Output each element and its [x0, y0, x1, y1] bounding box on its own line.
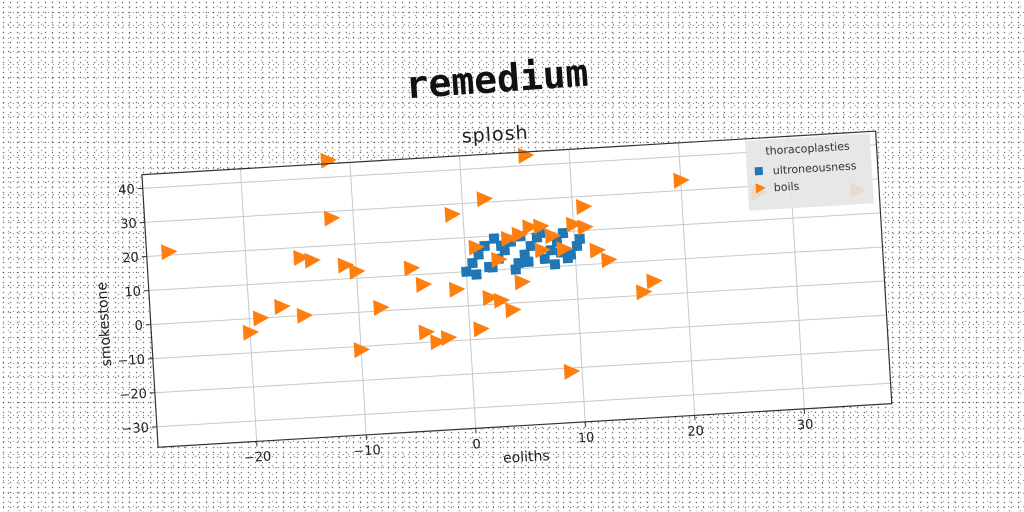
page-title: remedium	[404, 51, 590, 108]
x-grid-line	[458, 155, 477, 429]
data-point-boils	[403, 260, 421, 277]
data-point-boils	[274, 299, 291, 315]
y-axis-label: smokestone	[94, 282, 115, 367]
data-point-ultroneousness	[549, 259, 561, 270]
data-point-boils	[601, 252, 618, 269]
data-point-boils	[468, 239, 485, 256]
legend-label-boils: boils	[773, 180, 800, 195]
data-point-boils	[577, 219, 594, 236]
data-point-boils	[418, 324, 435, 341]
data-point-boils	[348, 263, 366, 280]
data-point-boils	[430, 334, 447, 351]
data-point-ultroneousness	[523, 256, 534, 268]
data-point-boils	[296, 307, 314, 324]
y-tick-label: 10	[124, 285, 141, 301]
data-point-boils	[533, 218, 550, 235]
x-tick-label: 10	[577, 430, 594, 446]
legend: thoracoplasties ultroneousness boils	[744, 133, 874, 211]
data-point-boils	[252, 310, 270, 327]
data-point-boils	[500, 230, 518, 247]
data-point-ultroneousness	[467, 257, 478, 269]
legend-swatch-ultroneousness	[754, 166, 764, 176]
legend-label-ultroneousness: ultroneousness	[772, 159, 857, 177]
data-point-ultroneousness	[473, 249, 484, 260]
data-point-boils	[493, 292, 511, 309]
data-point-ultroneousness	[545, 244, 557, 256]
data-point-boils	[293, 250, 310, 266]
data-point-boils	[415, 276, 433, 293]
data-point-boils	[304, 252, 321, 269]
data-point-boils	[448, 281, 466, 298]
data-point-boils	[505, 302, 522, 319]
x-tick-label: −20	[244, 450, 272, 467]
y-grid-line	[154, 348, 889, 394]
data-point-boils	[323, 210, 341, 227]
data-point-boils	[337, 257, 355, 274]
y-tick-label: −30	[121, 421, 149, 438]
plot-frame	[141, 130, 893, 448]
y-grid-line	[156, 382, 891, 428]
data-point-boils	[482, 290, 499, 307]
data-point-boils	[373, 299, 390, 316]
data-point-boils	[575, 199, 593, 216]
x-tick-label: 20	[687, 424, 704, 440]
data-point-boils	[491, 251, 508, 268]
data-point-boils	[440, 330, 458, 347]
x-tick-label: 30	[796, 417, 813, 433]
x-tick-label: 0	[472, 437, 481, 452]
data-point-boils	[589, 242, 606, 259]
data-point-boils	[320, 152, 337, 169]
data-point-boils	[673, 172, 690, 189]
x-grid-line	[239, 168, 258, 442]
data-point-boils	[534, 242, 552, 259]
y-tick-label: 0	[134, 319, 143, 334]
y-tick-label: 40	[118, 182, 135, 198]
data-point-ultroneousness	[479, 240, 490, 252]
data-point-ultroneousness	[483, 261, 495, 273]
data-point-boils	[646, 273, 663, 290]
data-point-boils	[161, 244, 178, 261]
y-tick-label: −20	[119, 387, 147, 404]
legend-title: thoracoplasties	[765, 140, 850, 158]
data-point-ultroneousness	[488, 233, 500, 244]
data-point-ultroneousness	[525, 240, 537, 252]
x-axis-label: eoliths	[503, 448, 550, 467]
data-point-boils	[473, 321, 490, 338]
data-point-boils	[635, 284, 653, 301]
data-point-boils	[556, 241, 573, 258]
x-grid-line	[568, 149, 586, 422]
data-point-boils	[565, 216, 583, 233]
data-point-boils	[544, 228, 562, 245]
y-tick-label: 30	[120, 216, 137, 232]
data-point-boils	[242, 324, 260, 341]
x-tick-label: −10	[353, 443, 381, 460]
y-grid-line	[152, 314, 887, 360]
data-point-ultroneousness	[461, 266, 472, 277]
x-grid-line	[349, 162, 367, 435]
data-point-boils	[522, 219, 539, 236]
x-axis-ticks: −20 −10 0 10 20 30	[244, 408, 814, 467]
data-point-ultroneousness	[557, 227, 569, 239]
y-grid-line	[150, 280, 885, 326]
y-tick-label: 20	[122, 250, 139, 266]
scatter-figure: splosh −20 −10 0 10 20 30 −30−20−10010203040 …	[94, 122, 893, 467]
data-point-ultroneousness	[471, 269, 482, 280]
legend-box	[744, 133, 874, 211]
y-axis-ticks: −30 −20 −10 0 10 20 30 40	[117, 182, 157, 438]
data-marks	[161, 147, 867, 380]
data-point-boils	[353, 342, 371, 359]
data-point-ultroneousness	[510, 264, 521, 275]
data-point-boils	[476, 191, 494, 208]
data-point-boils	[444, 206, 461, 223]
data-point-ultroneousness	[574, 233, 586, 245]
chart-title: splosh	[461, 122, 529, 148]
data-point-ultroneousness	[539, 253, 551, 265]
data-point-boils	[514, 274, 531, 291]
x-grid-line	[678, 142, 696, 416]
legend-swatch-boils	[755, 183, 766, 194]
y-tick-label: −10	[117, 353, 145, 370]
data-point-boils	[563, 363, 581, 380]
data-point-boils	[511, 226, 529, 243]
